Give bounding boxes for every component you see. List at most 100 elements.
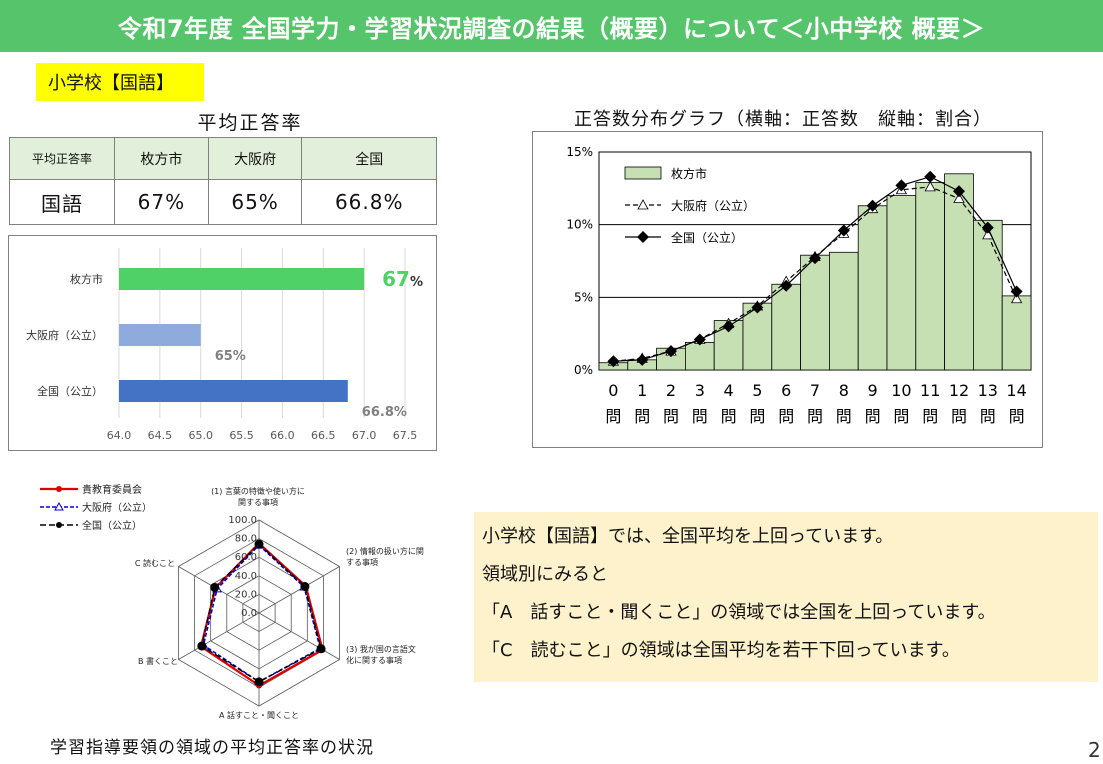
rate-table: 平均正答率 枚方市 大阪府 全国 国語 67% 65% 66.8%	[9, 136, 437, 225]
radar-r-tick: 40.0	[235, 571, 257, 582]
dist-legend-marker-zenkoku	[637, 231, 649, 243]
radar-axis-label: (2) 情報の扱い方に関する事項	[346, 546, 424, 567]
dist-x-unit: 問	[1009, 407, 1025, 426]
dist-marker-zenkoku	[751, 301, 764, 314]
dist-marker-zenkoku	[636, 353, 649, 366]
page-number: 2	[1088, 738, 1101, 762]
summary-line: 領域別にみると	[482, 564, 608, 585]
dist-x-tick: 5	[752, 381, 762, 400]
dist-bar	[684, 341, 715, 371]
dist-x-unit: 問	[865, 407, 881, 426]
dist-x-unit: 問	[980, 407, 996, 426]
dist-bar	[857, 205, 888, 371]
radar-spoke	[178, 612, 260, 660]
dist-marker-zenkoku	[1010, 285, 1023, 298]
radar-marker	[300, 581, 310, 591]
dist-marker-zenkoku	[809, 252, 821, 265]
dist-marker-osaka	[924, 181, 936, 192]
dist-marker-zenkoku	[953, 185, 965, 198]
radar-marker	[210, 582, 220, 592]
dist-x-tick: 3	[695, 381, 705, 400]
dist-x-tick: 13	[978, 381, 998, 400]
radar-caption: 学習指導要領の領域の平均正答率の状況	[50, 738, 374, 758]
dist-x-unit: 問	[663, 407, 679, 426]
dist-x-unit: 問	[893, 407, 909, 426]
dist-y-tick: 0%	[574, 363, 593, 377]
dist-x-tick: 7	[810, 381, 820, 400]
rate-table-header: 大阪府	[207, 136, 303, 181]
dist-marker-zenkoku	[895, 179, 908, 192]
dist-bar	[886, 195, 917, 371]
dist-bar	[713, 320, 744, 371]
dist-chart: 0%5%10%15%0問1問2問3問4問5問6問7問8問9問10問11問12問1…	[566, 145, 1032, 426]
radar-r-tick: 20.0	[235, 589, 257, 600]
dist-x-unit: 問	[605, 407, 621, 426]
dist-bar	[1001, 295, 1032, 371]
dist-bar	[972, 219, 1003, 371]
summary-box: 小学校【国語】では、全国平均を上回っています。 領域別にみると 「A 話すこと・…	[474, 512, 1098, 682]
dist-y-tick: 5%	[574, 290, 593, 304]
dist-x-tick: 14	[1006, 381, 1026, 400]
dist-x-unit: 問	[778, 407, 794, 426]
radar-r-tick: 0.0	[241, 608, 257, 619]
dist-marker-zenkoku	[981, 221, 994, 234]
dist-marker-zenkoku	[665, 345, 677, 358]
dist-marker-osaka	[953, 192, 965, 203]
dist-bar	[915, 182, 945, 371]
dist-x-unit: 問	[692, 407, 708, 426]
radar-axis-label: C 読むこと	[135, 558, 175, 568]
section-tag: 小学校【国語】	[36, 63, 204, 101]
rate-table-row: 国語 67% 65% 66.8%	[9, 179, 437, 225]
radar-legend-label: 大阪府（公立）	[82, 501, 152, 514]
dist-x-unit: 問	[951, 407, 967, 426]
dist-marker-zenkoku	[722, 320, 735, 333]
page-title: 令和7年度 全国学力・学習状況調査の結果（概要）について＜小中学校 概要＞	[0, 0, 1103, 52]
dist-marker-zenkoku	[607, 355, 620, 368]
dist-bar	[800, 254, 830, 371]
dist-x-tick: 2	[666, 381, 676, 400]
rate-table-cell: 67%	[114, 179, 209, 225]
radar-spoke	[258, 566, 340, 614]
summary-line: 「A 話すこと・聞くこと」の領域では全国を上回っています。	[482, 602, 996, 623]
dist-x-tick: 0	[608, 381, 618, 400]
radar-r-tick: 100.0	[228, 515, 257, 526]
dist-x-unit: 問	[634, 407, 650, 426]
rate-table-header: 枚方市	[114, 136, 209, 181]
rate-table-cell: 66.8%	[301, 179, 437, 225]
dist-x-tick: 10	[891, 381, 911, 400]
dist-x-unit: 問	[922, 407, 938, 426]
hbar-x-tick: 64.5	[148, 429, 173, 442]
hbar-x-tick: 67.5	[393, 429, 418, 442]
radar-r-tick: 80.0	[235, 534, 257, 545]
dist-x-unit: 問	[836, 407, 852, 426]
dist-chart-box: 0% 5% 10% 15% 0 問 1 問 2 問 3 問 4 問 5 問 6 問 7 問 8 問 9 問 10 問 11 問 12 問 1…	[532, 131, 1043, 448]
dist-marker-zenkoku	[780, 279, 793, 292]
radar-legend-label: 全国（公立）	[82, 519, 142, 532]
dist-bar	[944, 173, 974, 371]
hbar-value-label: 67%	[382, 267, 423, 291]
radar-legend-label: 貴教育委員会	[82, 483, 142, 496]
dist-bar	[771, 283, 802, 371]
hbar-category-label: 大阪府（公立）	[26, 328, 103, 342]
hbar-chart: 64.0 64.5 65.0 65.5 66.0 66.5 67.0 67.5 枚方市 67% 大阪…	[26, 248, 423, 442]
radar-marker	[316, 644, 326, 654]
radar-marker	[197, 641, 207, 651]
dist-x-tick: 4	[724, 381, 734, 400]
radar-legend-marker	[56, 522, 62, 528]
radar-marker	[254, 539, 264, 549]
summary-line: 「C 読むこと」の領域は全国平均を若干下回っています。	[482, 640, 960, 661]
dist-x-tick: 11	[920, 381, 940, 400]
hbar-x-tick: 66.0	[270, 429, 295, 442]
hbar-value-label: 66.8%	[362, 405, 407, 420]
hbar-value-label: 65%	[215, 349, 246, 364]
hbar-x-tick: 66.5	[311, 429, 336, 442]
hbar-x-tick: 67.0	[352, 429, 377, 442]
dist-x-tick: 8	[839, 381, 849, 400]
dist-chart-title: 正答数分布グラフ（横軸：正答数 縦軸：割合）	[574, 109, 992, 130]
rate-table-header: 全国	[301, 136, 437, 181]
dist-x-unit: 問	[749, 407, 765, 426]
dist-legend-label: 大阪府（公立）	[671, 198, 755, 213]
rate-table-cell: 国語	[9, 179, 115, 225]
hbar-bar	[119, 324, 201, 346]
